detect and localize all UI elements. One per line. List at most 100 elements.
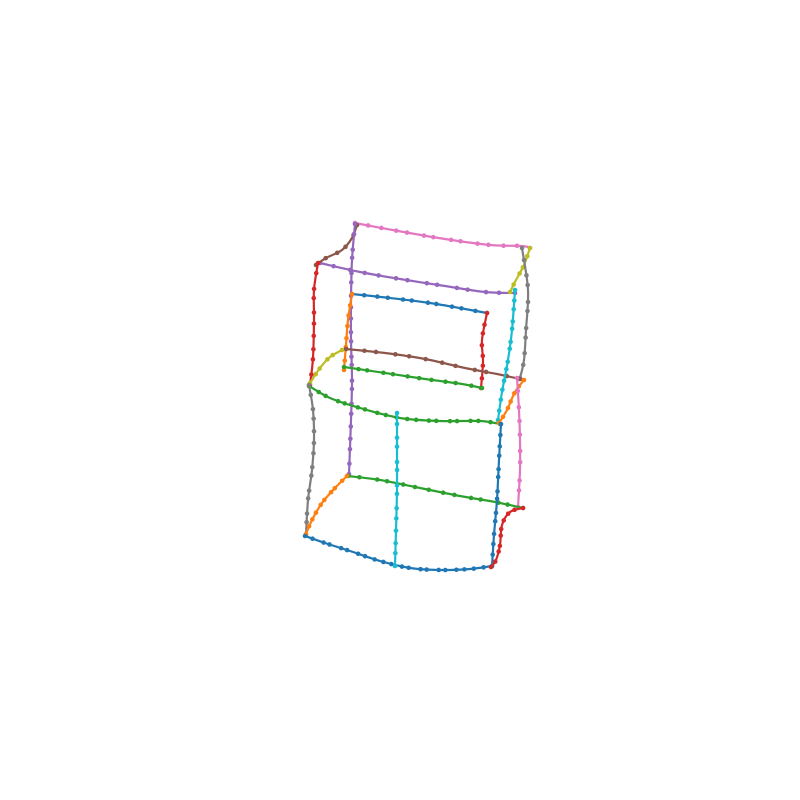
curve-marker (355, 405, 361, 410)
curve-red-inner-right (478, 310, 490, 391)
curve-marker (500, 387, 505, 393)
curve-marker (310, 517, 315, 522)
curve-marker (514, 375, 520, 381)
curve-marker (376, 273, 381, 278)
curve-marker (405, 374, 410, 379)
curve-marker (355, 551, 361, 557)
curve-marker (364, 368, 370, 373)
curve-marker (308, 392, 314, 398)
curve-marker (500, 414, 506, 420)
curve-marker (511, 298, 517, 303)
curve-marker (305, 496, 311, 501)
curve-olive-left-corner (307, 347, 345, 386)
curve-marker (406, 354, 412, 359)
curve-marker (517, 459, 523, 465)
curve-marker (348, 424, 354, 429)
curve-marker (348, 339, 354, 344)
curve-marker (523, 325, 529, 331)
curve-marker (339, 347, 345, 353)
curve-marker (311, 286, 317, 292)
curve-marker (348, 329, 354, 335)
curve-marker (325, 357, 330, 362)
curve-marker (362, 553, 368, 559)
curve-pink-top-back (352, 220, 533, 251)
curve-marker (349, 255, 355, 261)
curve-orange-right-corner (496, 377, 527, 426)
curve-marker (440, 490, 446, 496)
curve-marker (525, 299, 531, 305)
curve-marker (372, 557, 377, 562)
curve-marker (517, 271, 522, 276)
curve-olive-top-right-corner (507, 245, 533, 295)
curve-marker (349, 291, 355, 297)
curve-marker (311, 346, 316, 352)
curve-marker (323, 255, 329, 261)
curve-marker (404, 230, 410, 235)
curve-marker (311, 321, 317, 326)
curve-marker (491, 531, 497, 537)
curve-marker (468, 418, 473, 424)
curve-marker (342, 358, 348, 363)
curve-green-middle-front (306, 383, 503, 427)
curve-marker (512, 287, 518, 293)
curve-marker (480, 353, 486, 359)
curve-marker (520, 505, 526, 511)
curve-marker (454, 418, 460, 424)
curve-marker (517, 418, 522, 424)
curve-marker (434, 301, 439, 307)
curve-marker (306, 523, 312, 529)
curve-marker (521, 257, 527, 263)
curve-marker (496, 549, 501, 554)
curve-marker (480, 331, 486, 336)
curve-marker (311, 333, 317, 339)
curve-green-middle-inner (341, 364, 485, 391)
curve-marker (473, 308, 478, 314)
curve-marker (346, 313, 351, 318)
curve-marker (453, 380, 458, 386)
curve-marker (313, 270, 319, 276)
curve-marker (322, 497, 327, 503)
curve-marker (525, 282, 530, 288)
curve-marker (508, 399, 513, 404)
curve-purple-top-front (317, 260, 518, 296)
curve-marker (394, 505, 399, 511)
curve-marker (452, 492, 457, 498)
curve-marker (436, 567, 442, 573)
curve-marker (505, 359, 511, 364)
curve-marker (498, 421, 504, 427)
curve-marker (321, 540, 326, 545)
curve-marker (421, 233, 427, 238)
curve-marker (426, 487, 432, 493)
curve-marker (315, 260, 321, 266)
curve-marker (384, 478, 390, 484)
curve-brown-middle-back (343, 346, 523, 382)
curve-marker (374, 410, 380, 416)
curve-line (342, 365, 484, 390)
curve-marker (311, 440, 317, 446)
curve-marker (309, 473, 314, 478)
curve-marker (465, 287, 470, 292)
curve-gray-left-lower (303, 382, 317, 538)
curve-marker (394, 516, 399, 521)
curve-marker (447, 418, 453, 424)
curve-marker (472, 367, 478, 373)
curve-marker (405, 277, 410, 283)
curve-marker (483, 369, 489, 375)
curve-marker (344, 547, 350, 553)
curve-marker (454, 285, 460, 291)
curve-marker (393, 550, 398, 556)
curve-marker (323, 393, 328, 399)
curve-marker (512, 507, 517, 513)
curve-marker (362, 348, 367, 354)
curve-marker (501, 378, 507, 384)
curve-marker (349, 354, 354, 360)
curve-marker (498, 533, 504, 538)
curve-marker (328, 489, 334, 495)
curve-marker (479, 376, 485, 381)
curve-marker (344, 335, 349, 341)
curve-marker (304, 519, 309, 525)
curve-marker (459, 306, 464, 311)
curve-marker (343, 244, 348, 250)
curve-marker (344, 473, 350, 479)
curve-marker (501, 243, 506, 248)
